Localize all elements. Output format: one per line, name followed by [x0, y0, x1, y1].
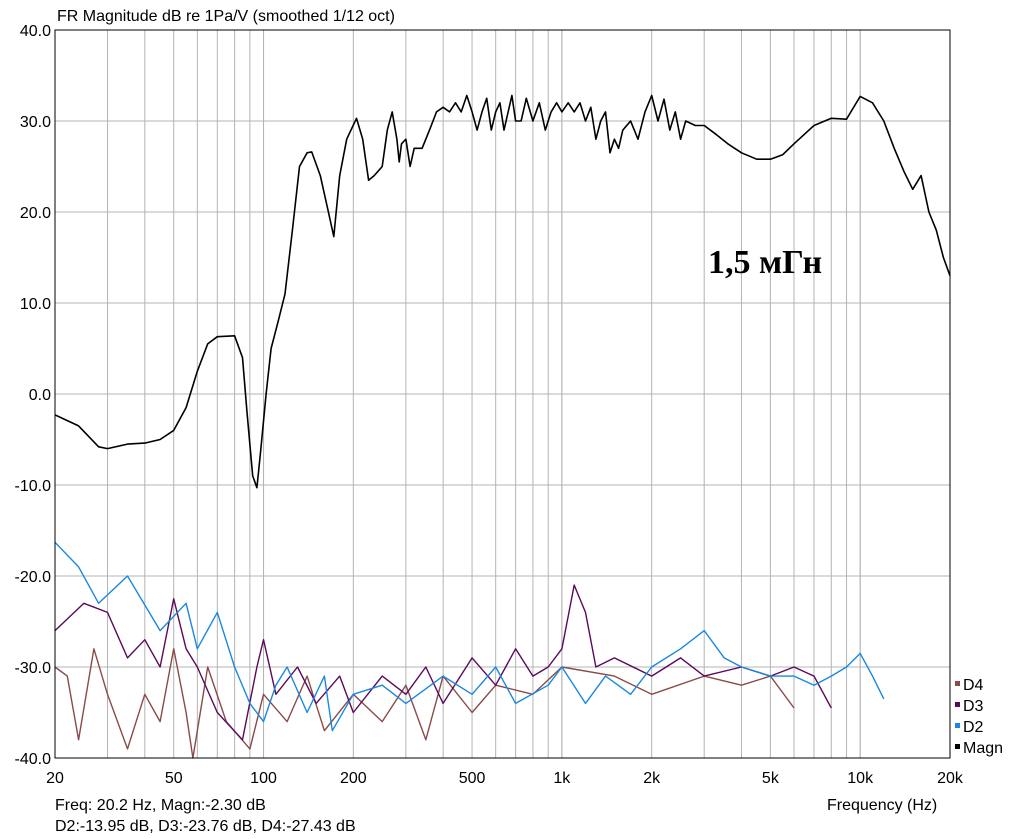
x-tick-label: 50	[165, 770, 183, 787]
legend: D4 D3 D2 Magn	[955, 677, 1003, 757]
x-tick-label: 200	[340, 770, 367, 787]
x-tick-label: 500	[459, 770, 486, 787]
cursor-readout-line-1: Freq: 20.2 Hz, Magn:-2.30 dB	[55, 797, 266, 814]
y-tick-label: 20.0	[20, 205, 51, 222]
y-tick-label: -20.0	[15, 569, 52, 586]
y-tick-label: -10.0	[15, 478, 52, 495]
cursor-readout-line-2: D2:-13.95 dB, D3:-23.76 dB, D4:-27.43 dB	[55, 818, 356, 835]
series-line-d2	[54, 541, 885, 732]
x-tick-label: 2k	[643, 770, 661, 787]
legend-swatch-d2	[955, 723, 960, 728]
y-tick-label: -30.0	[15, 660, 52, 677]
legend-label-d4: D4	[963, 677, 984, 694]
legend-label-magn: Magn	[963, 740, 1003, 757]
y-tick-label: -40.0	[15, 751, 52, 768]
plot-frame	[54, 29, 951, 759]
y-tick-label: 0.0	[29, 387, 51, 404]
series-line-d4	[54, 648, 795, 759]
series-line-d3	[54, 584, 832, 741]
x-tick-label: 10k	[847, 770, 874, 787]
x-tick-label: 20k	[937, 770, 964, 787]
legend-label-d2: D2	[963, 719, 984, 736]
series-line-magn	[54, 94, 951, 489]
y-tick-label: 10.0	[20, 296, 51, 313]
x-axis-ticks: 20 50 100 200 500 1k 2k 5k 10k 20k	[46, 770, 964, 787]
series-lines	[54, 94, 951, 759]
x-tick-label: 5k	[762, 770, 780, 787]
grid	[55, 29, 950, 759]
y-tick-label: 30.0	[20, 114, 51, 131]
x-tick-label: 1k	[553, 770, 571, 787]
x-tick-label: 100	[250, 770, 277, 787]
inductance-annotation: 1,5 мГн	[708, 244, 822, 281]
legend-label-d3: D3	[963, 698, 984, 715]
y-axis-ticks: 40.0 30.0 20.0 10.0 0.0 -10.0 -20.0 -30.0 -40.0	[15, 23, 52, 768]
legend-swatch-d3	[955, 702, 960, 707]
legend-swatch-magn	[955, 744, 960, 749]
x-tick-label: 20	[46, 770, 64, 787]
legend-swatch-d4	[955, 681, 960, 686]
y-tick-label: 40.0	[20, 23, 51, 40]
x-axis-label: Frequency (Hz)	[827, 797, 937, 814]
chart-title: FR Magnitude dB re 1Pa/V (smoothed 1/12 …	[57, 8, 395, 25]
